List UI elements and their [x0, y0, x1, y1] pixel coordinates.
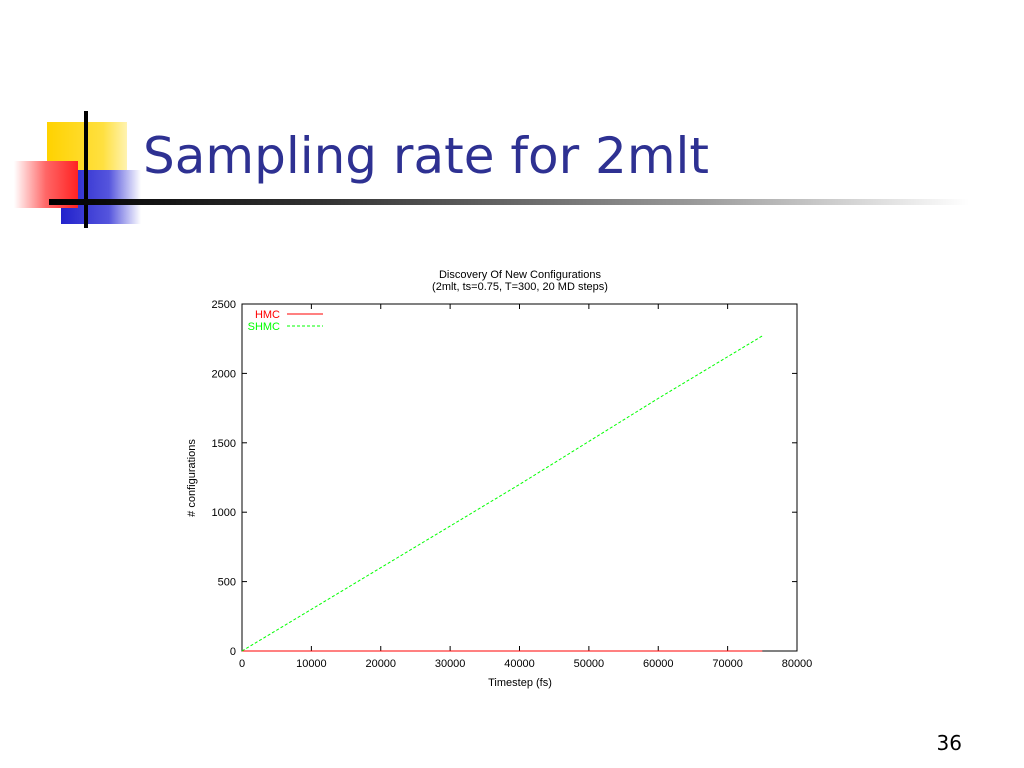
y-tick-label: 2500: [212, 299, 236, 311]
y-tick-label: 1500: [212, 438, 236, 450]
x-tick-label: 80000: [782, 658, 813, 670]
x-tick-label: 40000: [504, 658, 535, 670]
chart-subtitle: (2mlt, ts=0.75, T=300, 20 MD steps): [432, 281, 608, 293]
x-tick-label: 60000: [643, 658, 674, 670]
legend-label-shmc: SHMC: [248, 321, 280, 333]
y-tick-label: 0: [230, 646, 236, 658]
x-tick-label: 0: [239, 658, 245, 670]
y-axis-label: # configurations: [186, 439, 198, 517]
series-line-shmc: [242, 336, 762, 651]
x-tick-label: 10000: [296, 658, 327, 670]
x-tick-label: 20000: [365, 658, 396, 670]
y-tick-label: 1000: [212, 507, 236, 519]
x-tick-label: 50000: [574, 658, 605, 670]
x-tick-label: 70000: [712, 658, 743, 670]
x-tick-label: 30000: [435, 658, 466, 670]
plot-area: 0 10000 20000 30000 40000 50000 60000 70000 8000…: [212, 299, 813, 670]
y-tick-label: 2000: [212, 368, 236, 380]
chart-title: Discovery Of New Configurations: [439, 269, 602, 281]
x-axis-label: Timestep (fs): [488, 677, 552, 689]
y-tick-label: 500: [218, 577, 236, 589]
legend-label-hmc: HMC: [255, 309, 280, 321]
page-number: 36: [937, 731, 962, 755]
plot-frame: [242, 304, 797, 651]
